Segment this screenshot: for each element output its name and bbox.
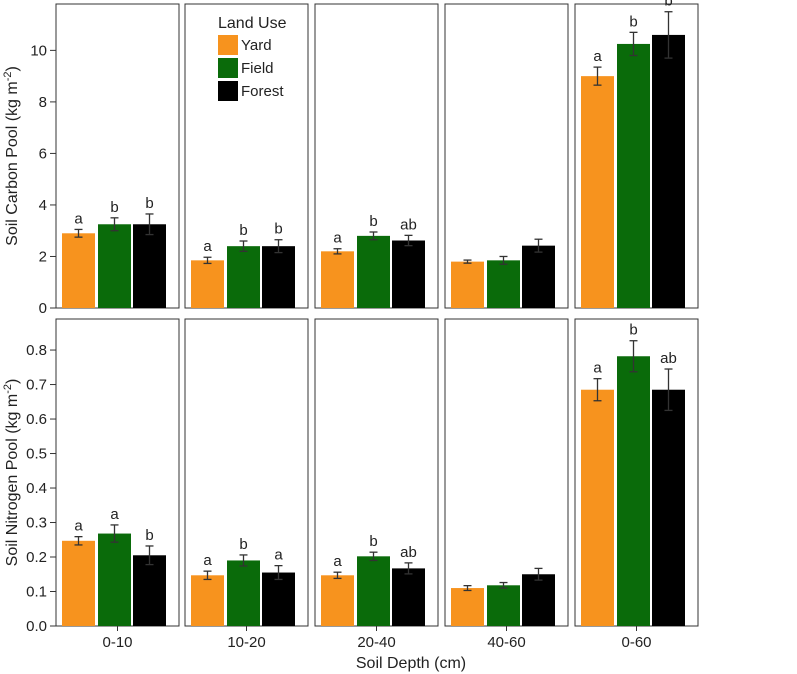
significance-label-field-r0-0-10: b — [110, 199, 118, 216]
legend-label-field: Field — [241, 60, 274, 77]
y-axis-title-r0: Soil Carbon Pool (kg m-2) — [2, 66, 21, 246]
bar-field-r0-0-10 — [98, 224, 131, 308]
significance-label-field-r1-10-20: b — [239, 536, 247, 553]
bar-forest-r1-0-10 — [133, 555, 166, 626]
y-tick-label-r1-4: 0.4 — [26, 480, 47, 497]
y-tick-label-r0-0: 0 — [39, 300, 47, 317]
legend-swatch-yard — [218, 35, 238, 55]
bar-field-r1-20-40 — [357, 556, 390, 626]
bar-forest-r0-40-60 — [522, 245, 555, 308]
bar-field-r0-20-40 — [357, 235, 390, 308]
significance-label-yard-r0-0-10: a — [74, 210, 83, 227]
significance-label-yard-r0-0-60: a — [593, 48, 602, 65]
bar-field-r0-40-60 — [487, 260, 520, 308]
legend-swatch-field — [218, 58, 238, 78]
significance-label-field-r0-10-20: b — [239, 222, 247, 239]
legend-label-forest: Forest — [241, 83, 284, 100]
significance-label-field-r0-0-60: b — [629, 13, 637, 30]
bar-forest-r0-20-40 — [392, 240, 425, 308]
legend-label-yard: Yard — [241, 37, 272, 54]
bar-yard-r0-20-40 — [321, 251, 354, 308]
x-axis-title: Soil Depth (cm) — [356, 655, 466, 672]
bar-forest-r1-40-60 — [522, 574, 555, 626]
y-tick-label-r0-4: 8 — [39, 94, 47, 111]
bar-yard-r1-0-10 — [62, 540, 95, 626]
significance-label-field-r1-0-10: a — [110, 506, 119, 523]
legend-swatch-forest — [218, 81, 238, 101]
significance-label-field-r1-20-40: b — [369, 533, 377, 550]
bar-yard-r1-10-20 — [191, 575, 224, 626]
significance-label-forest-r1-0-10: b — [145, 527, 153, 544]
y-tick-label-r1-1: 0.1 — [26, 584, 47, 601]
y-tick-label-r1-3: 0.3 — [26, 515, 47, 532]
significance-label-forest-r1-10-20: a — [274, 547, 283, 564]
bar-forest-r0-0-60 — [652, 34, 685, 308]
significance-label-yard-r1-0-10: a — [74, 518, 83, 535]
significance-label-forest-r1-0-60: ab — [660, 350, 677, 367]
significance-label-field-r0-20-40: b — [369, 213, 377, 230]
significance-label-yard-r0-10-20: a — [203, 238, 212, 255]
significance-label-forest-r1-20-40: ab — [400, 544, 417, 561]
significance-label-yard-r1-0-60: a — [593, 360, 602, 377]
bar-forest-r1-20-40 — [392, 568, 425, 626]
bar-yard-r1-0-60 — [581, 389, 614, 626]
x-tick-label-0: 0-10 — [102, 634, 132, 651]
bar-yard-r0-0-60 — [581, 76, 614, 308]
y-tick-label-r1-7: 0.7 — [26, 377, 47, 394]
bar-yard-r0-10-20 — [191, 260, 224, 308]
x-tick-label-1: 10-20 — [227, 634, 265, 651]
legend-title: Land Use — [218, 15, 287, 32]
bar-forest-r0-0-10 — [133, 224, 166, 308]
bar-forest-r1-0-60 — [652, 389, 685, 626]
bar-forest-r0-10-20 — [262, 246, 295, 308]
y-tick-label-r1-2: 0.2 — [26, 549, 47, 566]
significance-label-forest-r0-0-10: b — [145, 195, 153, 212]
x-tick-label-4: 0-60 — [621, 634, 651, 651]
y-tick-label-r0-2: 4 — [39, 197, 47, 214]
y-tick-label-r0-5: 10 — [30, 42, 47, 59]
bar-yard-r1-20-40 — [321, 575, 354, 626]
bar-field-r1-0-10 — [98, 533, 131, 626]
bar-yard-r0-0-10 — [62, 233, 95, 308]
significance-label-yard-r1-20-40: a — [333, 553, 342, 570]
x-tick-label-2: 20-40 — [357, 634, 395, 651]
significance-label-forest-r0-0-60: b — [664, 0, 672, 10]
significance-label-yard-r1-10-20: a — [203, 552, 212, 569]
y-tick-label-r0-3: 6 — [39, 145, 47, 162]
bar-yard-r0-40-60 — [451, 261, 484, 308]
significance-label-forest-r0-10-20: b — [274, 221, 282, 238]
y-axis-title-r1: Soil Nitrogen Pool (kg m-2) — [2, 379, 21, 567]
y-tick-label-r0-1: 2 — [39, 248, 47, 265]
x-tick-label-3: 40-60 — [487, 634, 525, 651]
bar-forest-r1-10-20 — [262, 572, 295, 626]
y-tick-label-r1-6: 0.6 — [26, 411, 47, 428]
bar-field-r0-10-20 — [227, 246, 260, 308]
bar-field-r0-0-60 — [617, 43, 650, 309]
bar-field-r1-10-20 — [227, 560, 260, 626]
legend: Land Use Yard Field Forest — [218, 15, 287, 101]
bar-yard-r1-40-60 — [451, 588, 484, 626]
y-tick-label-r1-8: 0.8 — [26, 342, 47, 359]
y-tick-label-r1-0: 0.0 — [26, 618, 47, 635]
y-tick-label-r1-5: 0.5 — [26, 446, 47, 463]
axes-layer: 0 2 4 6 8 10 Soil Carbon Pool (kg m-2) 0.0 0.1 0.… — [2, 42, 652, 651]
significance-label-yard-r0-20-40: a — [333, 230, 342, 247]
significance-label-forest-r0-20-40: ab — [400, 216, 417, 233]
significance-label-field-r1-0-60: b — [629, 322, 637, 339]
bar-field-r1-40-60 — [487, 585, 520, 626]
bar-field-r1-0-60 — [617, 356, 650, 626]
